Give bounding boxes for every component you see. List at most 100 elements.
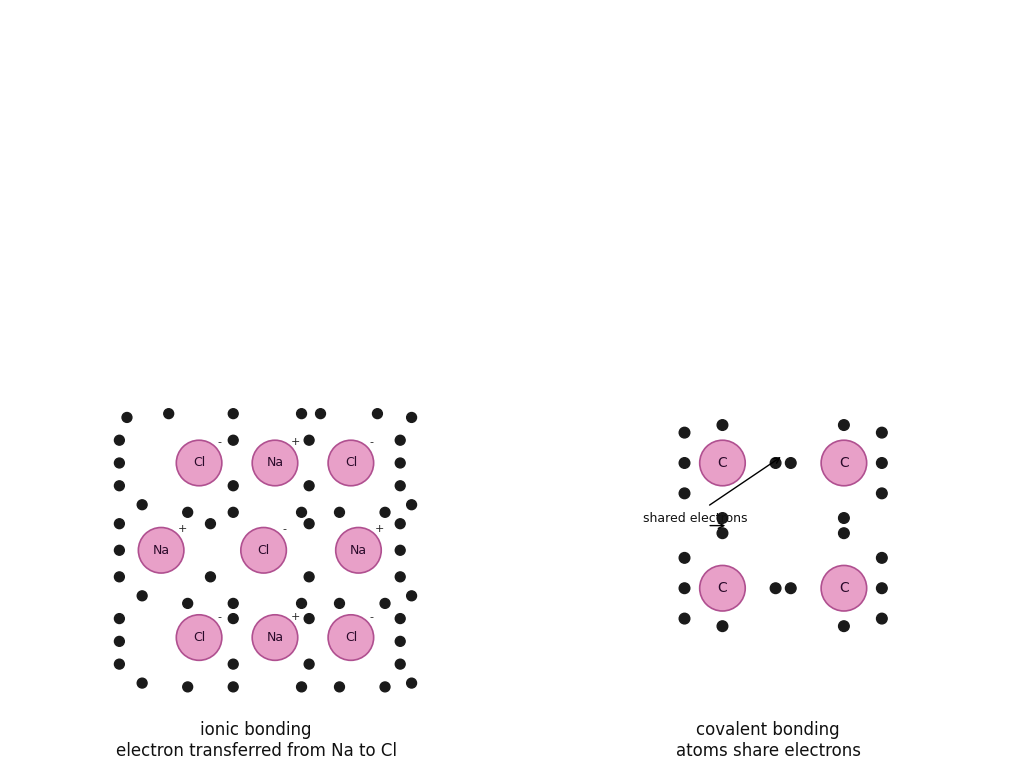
Circle shape — [304, 613, 314, 624]
Circle shape — [679, 553, 690, 563]
Circle shape — [297, 507, 306, 518]
Circle shape — [877, 427, 887, 438]
Circle shape — [335, 598, 344, 609]
Text: C: C — [839, 456, 849, 470]
Circle shape — [877, 553, 887, 563]
Circle shape — [373, 408, 382, 418]
Circle shape — [877, 488, 887, 499]
Circle shape — [839, 420, 849, 430]
Circle shape — [395, 613, 406, 624]
Circle shape — [679, 427, 690, 438]
Circle shape — [304, 659, 314, 669]
Circle shape — [115, 613, 124, 624]
Circle shape — [206, 519, 215, 528]
Text: shared electrons: shared electrons — [643, 512, 748, 524]
Circle shape — [304, 572, 314, 581]
Circle shape — [137, 679, 147, 688]
Circle shape — [115, 436, 124, 445]
Circle shape — [877, 458, 887, 468]
Circle shape — [252, 440, 298, 486]
Circle shape — [115, 481, 124, 490]
Circle shape — [297, 408, 306, 418]
Circle shape — [228, 436, 239, 445]
Circle shape — [206, 572, 215, 581]
Circle shape — [115, 458, 124, 468]
Text: Cl: Cl — [345, 456, 357, 470]
Circle shape — [407, 591, 417, 601]
Text: +: + — [291, 437, 300, 447]
Circle shape — [877, 583, 887, 594]
Circle shape — [717, 420, 728, 430]
Circle shape — [328, 615, 374, 660]
Circle shape — [395, 636, 406, 646]
Circle shape — [839, 528, 849, 539]
Circle shape — [228, 659, 239, 669]
Text: -: - — [218, 437, 222, 447]
Text: C: C — [718, 456, 727, 470]
Circle shape — [228, 507, 239, 518]
Circle shape — [821, 565, 866, 611]
Text: Cl: Cl — [193, 631, 205, 644]
Circle shape — [182, 507, 193, 518]
Circle shape — [395, 481, 406, 490]
Circle shape — [328, 440, 374, 486]
Circle shape — [395, 659, 406, 669]
Circle shape — [252, 615, 298, 660]
Circle shape — [115, 659, 124, 669]
Circle shape — [395, 572, 406, 581]
Circle shape — [679, 583, 690, 594]
Circle shape — [770, 458, 781, 468]
Text: +: + — [375, 524, 384, 534]
Circle shape — [182, 682, 193, 692]
Circle shape — [380, 507, 390, 518]
Circle shape — [395, 519, 406, 528]
Circle shape — [228, 408, 239, 418]
Circle shape — [137, 499, 147, 510]
Circle shape — [717, 513, 728, 524]
Circle shape — [176, 615, 222, 660]
Circle shape — [228, 682, 239, 692]
Circle shape — [395, 436, 406, 445]
Circle shape — [699, 440, 745, 486]
Circle shape — [395, 458, 406, 468]
Circle shape — [115, 519, 124, 528]
Text: Na: Na — [153, 543, 170, 557]
Text: Na: Na — [350, 543, 367, 557]
Circle shape — [228, 481, 239, 490]
Circle shape — [785, 458, 796, 468]
Circle shape — [699, 565, 745, 611]
Circle shape — [122, 413, 132, 422]
Circle shape — [785, 583, 796, 594]
Circle shape — [407, 499, 417, 510]
Text: -: - — [218, 612, 222, 622]
Circle shape — [137, 591, 147, 601]
Circle shape — [304, 519, 314, 528]
Circle shape — [315, 408, 326, 418]
Circle shape — [407, 679, 417, 688]
Circle shape — [228, 613, 239, 624]
Circle shape — [877, 613, 887, 624]
Circle shape — [407, 413, 417, 422]
Text: +: + — [177, 524, 186, 534]
Circle shape — [182, 598, 193, 609]
Text: Na: Na — [266, 456, 284, 470]
Circle shape — [380, 682, 390, 692]
Circle shape — [839, 513, 849, 524]
Text: -: - — [370, 612, 374, 622]
Circle shape — [839, 621, 849, 631]
Text: C: C — [718, 581, 727, 595]
Circle shape — [115, 636, 124, 646]
Circle shape — [297, 598, 306, 609]
Circle shape — [304, 436, 314, 445]
Circle shape — [297, 682, 306, 692]
Circle shape — [115, 572, 124, 581]
Circle shape — [380, 598, 390, 609]
Circle shape — [717, 528, 728, 539]
Text: Cl: Cl — [193, 456, 205, 470]
Text: covalent bonding
atoms share electrons: covalent bonding atoms share electrons — [676, 721, 860, 759]
Circle shape — [821, 440, 866, 486]
Circle shape — [304, 481, 314, 490]
Circle shape — [336, 528, 381, 573]
Circle shape — [679, 458, 690, 468]
Circle shape — [176, 440, 222, 486]
